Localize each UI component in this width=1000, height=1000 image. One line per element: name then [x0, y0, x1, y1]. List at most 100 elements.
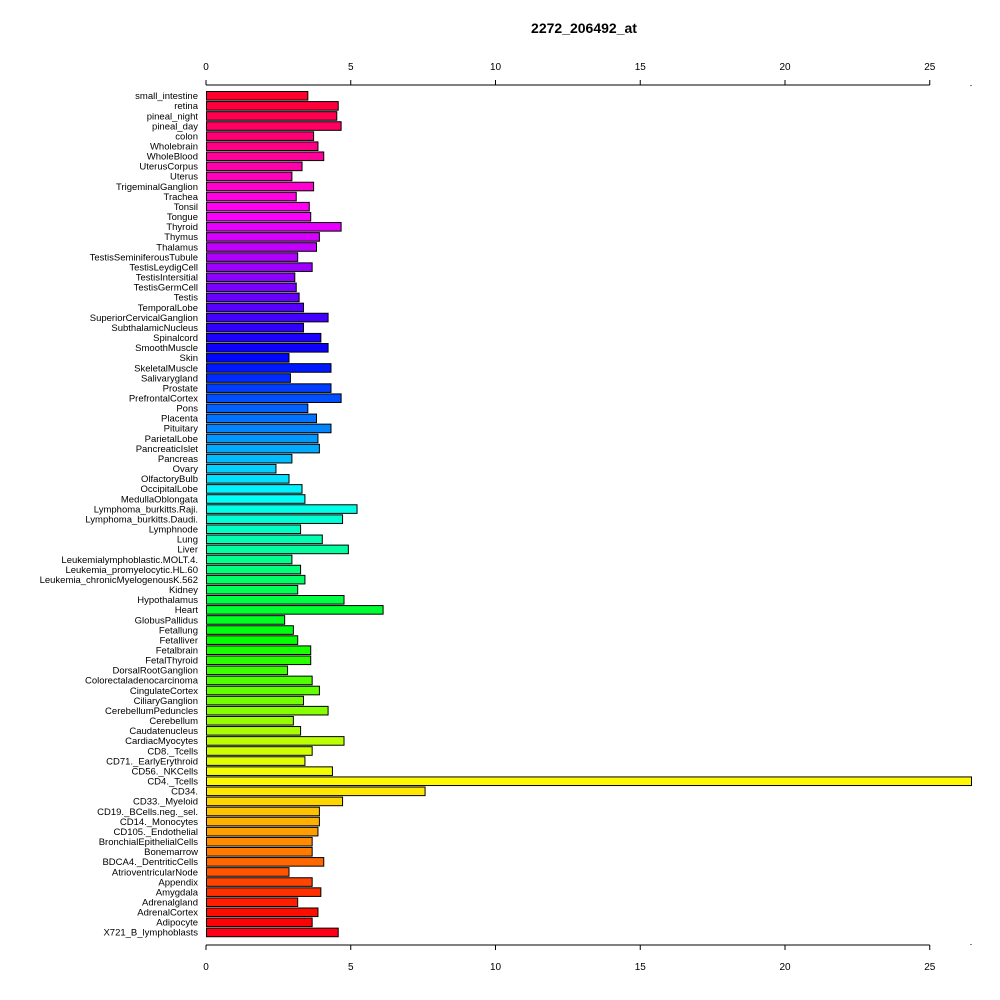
category-label: Placenta: [161, 414, 199, 425]
category-label: retina: [174, 101, 198, 112]
category-label: Leukemia_promyelocytic.HL.60: [65, 565, 198, 576]
bar: [206, 181, 315, 192]
category-label: SkeletalMuscle: [134, 363, 198, 374]
category-label: AdrenalCortex: [137, 908, 198, 919]
bar: [206, 887, 322, 897]
category-label: PrefrontalCortex: [129, 394, 198, 405]
bar: [206, 736, 345, 746]
category-label: Leukemialymphoblastic.MOLT.4.: [61, 555, 198, 566]
bar: [206, 524, 302, 535]
bar: [206, 665, 289, 676]
x-tick-label-bottom: 20: [779, 962, 791, 973]
bar: [206, 826, 319, 837]
category-label: Salivarygland: [141, 373, 198, 384]
category-label: Amygdala: [156, 887, 199, 898]
category-label: CD14._Monocytes: [120, 817, 198, 828]
bar: [206, 101, 339, 111]
bar: [206, 867, 290, 877]
bar: [206, 161, 303, 172]
bar: [206, 766, 333, 776]
category-label: MedullaOblongata: [121, 494, 199, 505]
bar: [206, 746, 313, 756]
bar: [206, 292, 300, 303]
category-label: CiliaryGanglion: [134, 696, 198, 707]
category-label: Fetalliver: [159, 635, 198, 646]
bar: [206, 252, 299, 262]
bar: [206, 715, 294, 726]
bar: [206, 282, 297, 293]
category-label: WholeBlood: [147, 152, 198, 163]
category-label: colon: [175, 131, 198, 142]
bar: [206, 877, 313, 887]
bar: [206, 262, 313, 272]
category-label: Fetalbrain: [156, 646, 198, 657]
category-label: DorsalRootGanglion: [112, 666, 198, 677]
category-label: Liver: [177, 545, 198, 556]
bar: [206, 222, 342, 232]
category-label: TestisLeydigCell: [129, 262, 198, 273]
bar: [206, 786, 426, 797]
bar: [206, 796, 344, 807]
x-tick-label-bottom: 5: [348, 962, 354, 973]
category-label: Ovary: [173, 464, 199, 475]
category-label: PancreaticIslet: [136, 444, 199, 455]
category-label: pineal_day: [152, 121, 198, 132]
bar: [206, 554, 293, 565]
bar: [206, 423, 332, 434]
category-label: Bonemarrow: [144, 847, 198, 858]
category-label: CD4._Tcells: [147, 777, 198, 788]
category-label: Spinalcord: [153, 333, 198, 344]
category-label: Wholebrain: [150, 142, 198, 153]
x-tick-label-top: 15: [635, 62, 647, 73]
category-label: SuperiorCervicalGanglion: [90, 313, 198, 324]
category-label: CerebellumPeduncles: [105, 706, 198, 717]
category-label: TestisSeminiferousTubule: [90, 252, 198, 263]
bar: [206, 836, 313, 847]
bar: [206, 443, 320, 454]
bar: [206, 171, 293, 182]
category-label: TrigeminalGanglion: [116, 182, 198, 193]
category-label: FetalThyroid: [145, 656, 198, 667]
bar: [206, 705, 329, 716]
category-label: Testis: [174, 293, 199, 304]
category-label: CingulateCortex: [130, 686, 198, 697]
bar: [206, 897, 299, 908]
category-label: CD34.: [171, 787, 198, 798]
bar: [206, 756, 306, 766]
bar: [206, 393, 342, 403]
category-label: Lymphnode: [149, 525, 198, 536]
bar: [206, 695, 304, 706]
bar: [206, 201, 310, 212]
category-label: Tongue: [167, 212, 198, 223]
bar: [206, 191, 297, 202]
category-label: Appendix: [158, 877, 198, 888]
bar: [206, 111, 338, 121]
category-label: GlobusPallidus: [135, 615, 199, 626]
bar: [206, 615, 286, 625]
category-label: CD105._Endothelial: [113, 827, 198, 838]
bar: [206, 211, 312, 222]
category-label: Fetallung: [159, 625, 198, 636]
category-label: Lymphoma_burkitts.Daudi.: [85, 514, 198, 525]
category-label: Adipocyte: [156, 918, 198, 929]
category-label: Lung: [177, 535, 198, 546]
bar: [206, 131, 315, 141]
bar: [206, 544, 349, 555]
category-label: Cerebellum: [149, 716, 198, 727]
category-label: Prostate: [163, 383, 198, 394]
bar: [206, 917, 313, 928]
category-label: X721_B_lymphoblasts: [103, 928, 198, 939]
category-label: Hypothalamus: [137, 595, 198, 606]
category-label: Pons: [176, 404, 198, 415]
bar: [206, 806, 320, 817]
category-label: small_intestine: [135, 91, 198, 102]
category-label: Thyroid: [166, 222, 198, 233]
x-tick-label-bottom: 10: [490, 962, 502, 973]
bar: [206, 584, 299, 595]
bar: [206, 605, 384, 615]
bar: [206, 433, 319, 444]
category-label: Trachea: [164, 192, 199, 203]
category-label: TemporalLobe: [138, 303, 198, 314]
bar: [206, 242, 318, 252]
